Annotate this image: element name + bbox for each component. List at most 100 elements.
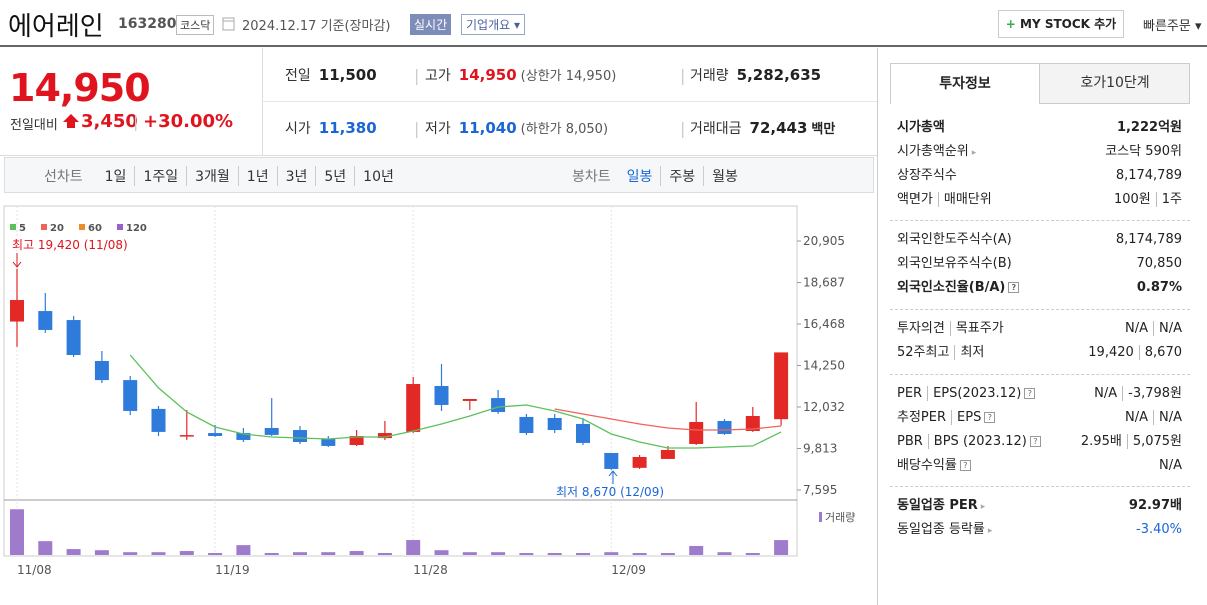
period-tab[interactable]: 3개월 <box>186 166 238 186</box>
help-icon[interactable]: ? <box>1029 436 1041 447</box>
period-tab[interactable]: 10년 <box>354 166 402 186</box>
arrow-icon: ▸ <box>980 502 986 512</box>
legend-swatch <box>79 224 85 230</box>
info-value: 8,174,789 <box>1116 166 1182 186</box>
quick-order[interactable]: 빠른주문 ▾ <box>1143 19 1202 34</box>
tab-group-label: 선차트 <box>44 169 83 185</box>
candle-body <box>717 420 732 434</box>
candle-body <box>10 300 24 322</box>
volume-bar <box>264 553 279 555</box>
candle-body <box>406 384 421 432</box>
candle-body <box>774 352 789 420</box>
label-part: 배당수익률 <box>897 458 957 473</box>
volume-bar <box>123 552 138 555</box>
label-part: 52주최고 <box>897 345 950 360</box>
volume-bar <box>349 551 364 555</box>
stat: 고가 14,950 (상한가 14,950) <box>425 65 616 85</box>
value-part: 1,222억원 <box>1116 120 1182 135</box>
period-tab[interactable]: 1년 <box>237 166 277 186</box>
change-percent: +30.00% <box>143 111 234 132</box>
info-label: 액면가 매매단위 <box>897 192 992 207</box>
candle-body <box>179 435 194 437</box>
label-part: PBR <box>897 434 923 449</box>
quick-order-label: 빠른주문 <box>1143 19 1191 34</box>
base-date: 2024.12.17 기준(장마감) <box>242 19 391 34</box>
y-tick-label: 12,032 <box>803 400 845 414</box>
help-icon[interactable]: ? <box>984 412 996 423</box>
value-part: 8,174,789 <box>1115 232 1182 247</box>
x-tick-label: 11/08 <box>17 563 52 577</box>
y-tick-label: 20,905 <box>803 234 845 248</box>
candle-body <box>236 433 251 440</box>
stat-label: 전일 <box>285 68 311 84</box>
candle-body <box>519 416 534 434</box>
legend-swatch <box>10 224 16 230</box>
value-part: -3,798원 <box>1122 386 1182 401</box>
volume-bar <box>660 553 675 555</box>
candle-body <box>349 436 364 446</box>
info-value: 100원 1주 <box>1114 190 1182 210</box>
volume-bar <box>293 552 307 555</box>
volume-bar <box>321 552 336 555</box>
period-tab[interactable]: 월봉 <box>703 166 746 186</box>
label-part: 추정PER <box>897 410 947 425</box>
help-icon[interactable]: ? <box>1024 388 1036 399</box>
period-tab[interactable]: 일봉 <box>626 169 653 185</box>
info-value: 92.97배 <box>1129 496 1182 516</box>
stat-label: 거래량 <box>690 68 729 84</box>
period-tab[interactable]: 5년 <box>315 166 354 186</box>
period-tab[interactable]: 주봉 <box>660 166 703 186</box>
volume-bar <box>717 552 732 555</box>
period-tab[interactable]: 3년 <box>276 166 316 186</box>
annotation-arrow <box>12 253 22 268</box>
mystock-button[interactable]: + MY STOCK 추가 <box>998 10 1124 38</box>
candle-body <box>123 380 138 411</box>
label-part: 외국인보유주식수(B) <box>897 256 1012 271</box>
help-icon[interactable]: ? <box>959 460 971 471</box>
info-value: 1,222억원 <box>1117 118 1182 138</box>
help-icon[interactable]: ? <box>1008 282 1020 293</box>
candle-body <box>491 398 506 412</box>
candle-body <box>434 385 449 405</box>
value-part: 8,670 <box>1138 345 1182 360</box>
info-label: 52주최고 최저 <box>897 345 985 360</box>
info-label: 외국인보유주식수(B) <box>897 256 1012 271</box>
legend-label: 20 <box>50 223 64 234</box>
candle-body <box>660 449 675 459</box>
x-tick-label: 11/28 <box>413 563 448 577</box>
label-part: BPS (2023.12) <box>927 434 1027 449</box>
info-row: 시가총액순위 ▸ 코스닥 590위 <box>897 142 1182 162</box>
value-part: 19,420 <box>1088 345 1134 360</box>
info-label: 외국인한도주식수(A) <box>897 232 1012 247</box>
value-part: N/A <box>1159 458 1182 473</box>
separator: | <box>133 112 139 131</box>
company-menu[interactable]: 기업개요 ▾ <box>461 14 526 35</box>
stat-label: 저가 <box>425 121 451 137</box>
candle-body <box>462 398 477 401</box>
stat-value: 72,443 <box>749 119 808 137</box>
label-part: PER <box>897 386 923 401</box>
value-part: N/A <box>1094 386 1118 401</box>
value-part: 70,850 <box>1136 256 1183 271</box>
annotation: 최고 19,420 (11/08) <box>12 238 128 252</box>
arrow-icon: ▸ <box>971 148 977 158</box>
annotation-arrow <box>608 470 618 484</box>
period-tab[interactable]: 1주일 <box>134 166 186 186</box>
stock-code: 163280 <box>118 16 177 32</box>
volume-bar <box>745 553 760 555</box>
realtime-button[interactable]: 실시간 <box>410 14 452 35</box>
side-tab[interactable]: 호가10단계 <box>1080 75 1150 91</box>
group-divider <box>890 374 1190 375</box>
stock-name: 에어레인 <box>8 12 104 42</box>
info-row: 액면가 매매단위 100원 1주 <box>897 190 1182 210</box>
info-value: 70,850 <box>1137 254 1183 274</box>
candle-body <box>576 423 590 443</box>
info-row: 배당수익률? N/A <box>897 456 1182 476</box>
info-label: 투자의견 목표주가 <box>897 321 1004 336</box>
info-label: 시가총액 <box>897 120 945 135</box>
side-tab[interactable]: 투자정보 <box>890 63 1040 104</box>
stat-label: 고가 <box>425 68 451 84</box>
volume-bar <box>462 552 477 555</box>
period-tab[interactable]: 1일 <box>104 169 127 185</box>
